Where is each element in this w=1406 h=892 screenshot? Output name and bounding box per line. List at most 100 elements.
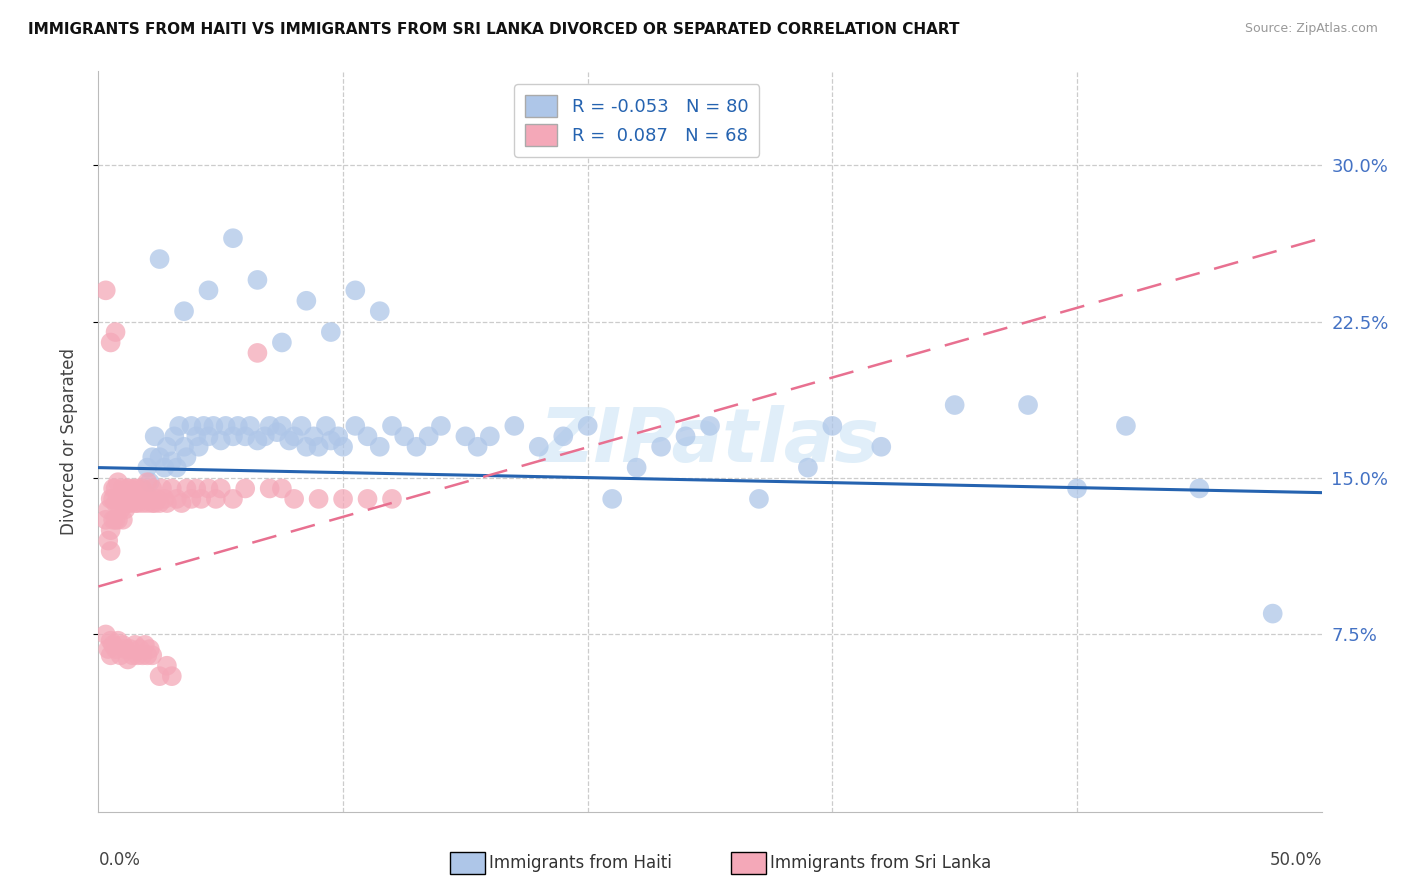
Point	[328, 429, 350, 443]
Point	[124, 496, 146, 510]
Point	[283, 491, 305, 506]
Point	[180, 491, 202, 506]
Point	[368, 304, 391, 318]
Point	[202, 418, 225, 433]
Point	[120, 496, 142, 510]
Point	[176, 450, 198, 465]
Point	[748, 491, 770, 506]
Point	[153, 491, 176, 506]
Point	[222, 231, 245, 245]
Point	[94, 513, 117, 527]
Point	[295, 293, 318, 308]
Point	[270, 482, 294, 496]
Point	[467, 440, 489, 454]
Point	[943, 398, 966, 412]
Point	[356, 491, 378, 506]
Point	[100, 491, 122, 506]
Point	[127, 482, 149, 496]
Point	[114, 642, 136, 657]
Point	[97, 533, 120, 548]
Point	[121, 491, 143, 506]
Point	[209, 434, 232, 448]
Point	[100, 523, 122, 537]
Point	[478, 429, 501, 443]
Point	[131, 482, 153, 496]
Point	[226, 418, 249, 433]
Point	[290, 418, 312, 433]
Point	[120, 482, 142, 496]
Point	[381, 418, 404, 433]
Point	[166, 460, 188, 475]
Text: IMMIGRANTS FROM HAITI VS IMMIGRANTS FROM SRI LANKA DIVORCED OR SEPARATED CORRELA: IMMIGRANTS FROM HAITI VS IMMIGRANTS FROM…	[28, 22, 960, 37]
Point	[160, 669, 183, 683]
Point	[134, 638, 156, 652]
Point	[114, 491, 136, 506]
Point	[141, 648, 163, 663]
Point	[553, 429, 575, 443]
Point	[214, 418, 236, 433]
Point	[163, 429, 186, 443]
Point	[111, 513, 134, 527]
Point	[209, 482, 232, 496]
Point	[141, 450, 163, 465]
Point	[1115, 418, 1137, 433]
Point	[332, 440, 354, 454]
Point	[167, 418, 190, 433]
Point	[124, 482, 146, 496]
Point	[107, 475, 129, 490]
Point	[430, 418, 453, 433]
Point	[626, 460, 648, 475]
Text: 0.0%: 0.0%	[98, 851, 141, 869]
Point	[97, 642, 120, 657]
Point	[239, 418, 262, 433]
Point	[270, 335, 294, 350]
Point	[153, 460, 176, 475]
Point	[131, 496, 153, 510]
Point	[94, 627, 117, 641]
Point	[149, 252, 172, 266]
Point	[114, 502, 136, 516]
Point	[392, 429, 416, 443]
Point	[101, 513, 124, 527]
Text: ZIPatlas: ZIPatlas	[540, 405, 880, 478]
Point	[527, 440, 550, 454]
Point	[143, 496, 166, 510]
Point	[160, 482, 183, 496]
Text: Immigrants from Haiti: Immigrants from Haiti	[489, 855, 672, 872]
Point	[821, 418, 844, 433]
Point	[131, 648, 153, 663]
Point	[259, 418, 281, 433]
Text: Immigrants from Sri Lanka: Immigrants from Sri Lanka	[770, 855, 991, 872]
Point	[600, 491, 623, 506]
Point	[121, 648, 143, 663]
Point	[156, 496, 179, 510]
Point	[149, 450, 172, 465]
Legend: R = -0.053   N = 80, R =  0.087   N = 68: R = -0.053 N = 80, R = 0.087 N = 68	[515, 84, 759, 157]
Point	[233, 482, 256, 496]
Text: Source: ZipAtlas.com: Source: ZipAtlas.com	[1244, 22, 1378, 36]
Point	[100, 335, 122, 350]
Point	[381, 491, 404, 506]
Point	[104, 325, 127, 339]
Point	[650, 440, 672, 454]
Point	[141, 482, 163, 496]
Point	[120, 642, 142, 657]
Text: 50.0%: 50.0%	[1270, 851, 1322, 869]
Point	[149, 496, 172, 510]
Point	[146, 491, 169, 506]
Point	[266, 425, 288, 439]
Point	[222, 429, 245, 443]
Point	[107, 513, 129, 527]
Point	[150, 482, 173, 496]
Point	[197, 482, 219, 496]
Point	[117, 496, 139, 510]
Point	[166, 491, 188, 506]
Point	[110, 648, 132, 663]
Point	[186, 482, 208, 496]
Point	[193, 418, 215, 433]
Point	[104, 513, 127, 527]
Point	[308, 440, 330, 454]
Point	[156, 440, 179, 454]
Point	[1017, 398, 1039, 412]
Point	[190, 491, 212, 506]
